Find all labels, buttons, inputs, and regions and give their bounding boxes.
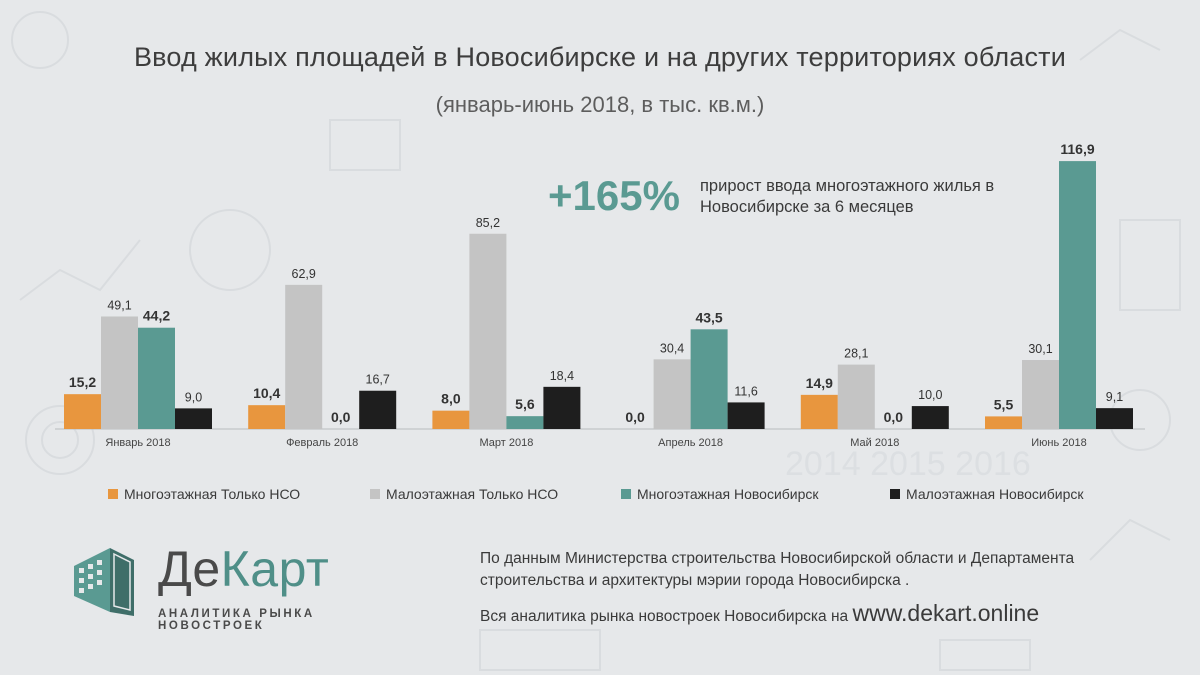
bar-2-0 [432, 410, 470, 429]
data-label-4-3: 10,0 [918, 388, 942, 402]
legend-label: Многоэтажная Новосибирск [637, 486, 819, 502]
legend-label: Малоэтажная Только НСО [386, 486, 559, 502]
bar-3-1 [653, 359, 691, 429]
bar-chart: 15,2 49,1 44,2 9,0 Январь 2018 10,4 62,9 0,0 16,… [55, 141, 1145, 449]
legend-item-mnogo-nso: Многоэтажная Только НСО [108, 486, 300, 502]
legend-item-malo-nsk: Малоэтажная Новосибирск [890, 486, 1083, 502]
data-label-3-1: 30,4 [660, 341, 684, 355]
data-label-2-0: 8,0 [441, 391, 461, 407]
bar-0-0 [64, 394, 101, 429]
bar-0-2 [138, 327, 175, 429]
logo-tagline: АНАЛИТИКА РЫНКА НОВОСТРОЕК [158, 608, 315, 632]
data-label-4-1: 28,1 [844, 347, 868, 361]
data-label-0-1: 49,1 [107, 298, 131, 312]
bar-5-1 [1022, 360, 1059, 429]
data-label-3-2: 43,5 [695, 309, 722, 325]
x-tick-label-0: Январь 2018 [105, 437, 170, 449]
data-label-1-1: 62,9 [292, 267, 316, 281]
data-label-3-3: 11,6 [734, 384, 757, 398]
legend-swatch [108, 489, 118, 499]
bar-3-2 [690, 329, 728, 429]
legend-item-malo-nso: Малоэтажная Только НСО [370, 486, 558, 502]
legend-label: Малоэтажная Новосибирск [906, 486, 1084, 502]
bar-1-1 [285, 284, 323, 429]
site-line: Вся аналитика рынка новостроек Новосибир… [480, 600, 1180, 627]
legend-label: Многоэтажная Только НСО [124, 486, 301, 502]
data-label-5-1: 30,1 [1028, 342, 1052, 356]
data-label-5-0: 5,5 [994, 396, 1014, 412]
data-label-2-1: 85,2 [476, 216, 500, 230]
site-prefix: Вся аналитика рынка новостроек Новосибир… [480, 608, 849, 625]
x-tick-label-5: Июнь 2018 [1031, 437, 1087, 449]
data-label-2-2: 5,6 [515, 396, 535, 412]
data-label-3-0: 0,0 [625, 409, 645, 425]
x-tick-label-4: Май 2018 [850, 437, 899, 449]
site-url-link[interactable]: www.dekart.online [852, 600, 1040, 626]
bar-4-3 [911, 406, 949, 429]
data-label-1-0: 10,4 [253, 385, 280, 401]
bar-3-3 [727, 402, 765, 429]
bar-5-0 [985, 416, 1022, 429]
data-label-5-2: 116,9 [1060, 141, 1094, 157]
data-label-0-0: 15,2 [69, 374, 96, 390]
legend-swatch [890, 489, 900, 499]
chart-title: Ввод жилых площадей в Новосибирске и на … [133, 42, 1067, 72]
bar-2-2 [506, 416, 544, 429]
x-tick-label-2: Март 2018 [479, 437, 533, 449]
growth-value: +165% [548, 172, 680, 219]
source-note: По данным Министерства строительства Нов… [480, 550, 1075, 589]
bar-5-3 [1096, 408, 1133, 429]
growth-description: прирост ввода многоэтажного жилья в Ново… [700, 177, 995, 216]
dekart-logo: ДеКарт АНАЛИТИКА РЫНКА НОВОСТРОЕК [70, 540, 390, 632]
bar-2-3 [543, 386, 581, 429]
bar-4-0 [800, 394, 838, 429]
x-tick-label-1: Февраль 2018 [286, 437, 358, 449]
legend-item-mnogo-nsk: Многоэтажная Новосибирск [621, 486, 819, 502]
legend-swatch [370, 489, 380, 499]
data-label-4-2: 0,0 [884, 409, 904, 425]
logo-name-part2: Карт [220, 541, 330, 597]
data-label-0-3: 9,0 [185, 390, 202, 404]
building-logo-icon [74, 548, 134, 616]
data-label-5-3: 9,1 [1106, 390, 1123, 404]
data-label-1-3: 16,7 [366, 373, 390, 387]
logo-name-part1: Де [158, 541, 221, 597]
bar-0-1 [101, 316, 138, 429]
logo-name: ДеКарт [158, 540, 329, 598]
bar-0-3 [175, 408, 212, 429]
data-label-4-0: 14,9 [806, 375, 833, 391]
bar-1-3 [359, 390, 397, 429]
bar-2-1 [469, 233, 507, 429]
x-tick-label-3: Апрель 2018 [658, 437, 723, 449]
data-label-2-3: 18,4 [550, 369, 574, 383]
data-label-0-2: 44,2 [143, 308, 170, 324]
bar-4-1 [837, 364, 875, 429]
bar-5-2 [1059, 161, 1096, 429]
legend-swatch [621, 489, 631, 499]
data-label-1-2: 0,0 [331, 409, 351, 425]
bar-1-0 [248, 405, 286, 429]
chart-legend: Многоэтажная Только НСО Малоэтажная Толь… [108, 486, 1108, 506]
chart-subtitle: (январь-июнь 2018, в тыс. кв.м.) [435, 92, 765, 117]
